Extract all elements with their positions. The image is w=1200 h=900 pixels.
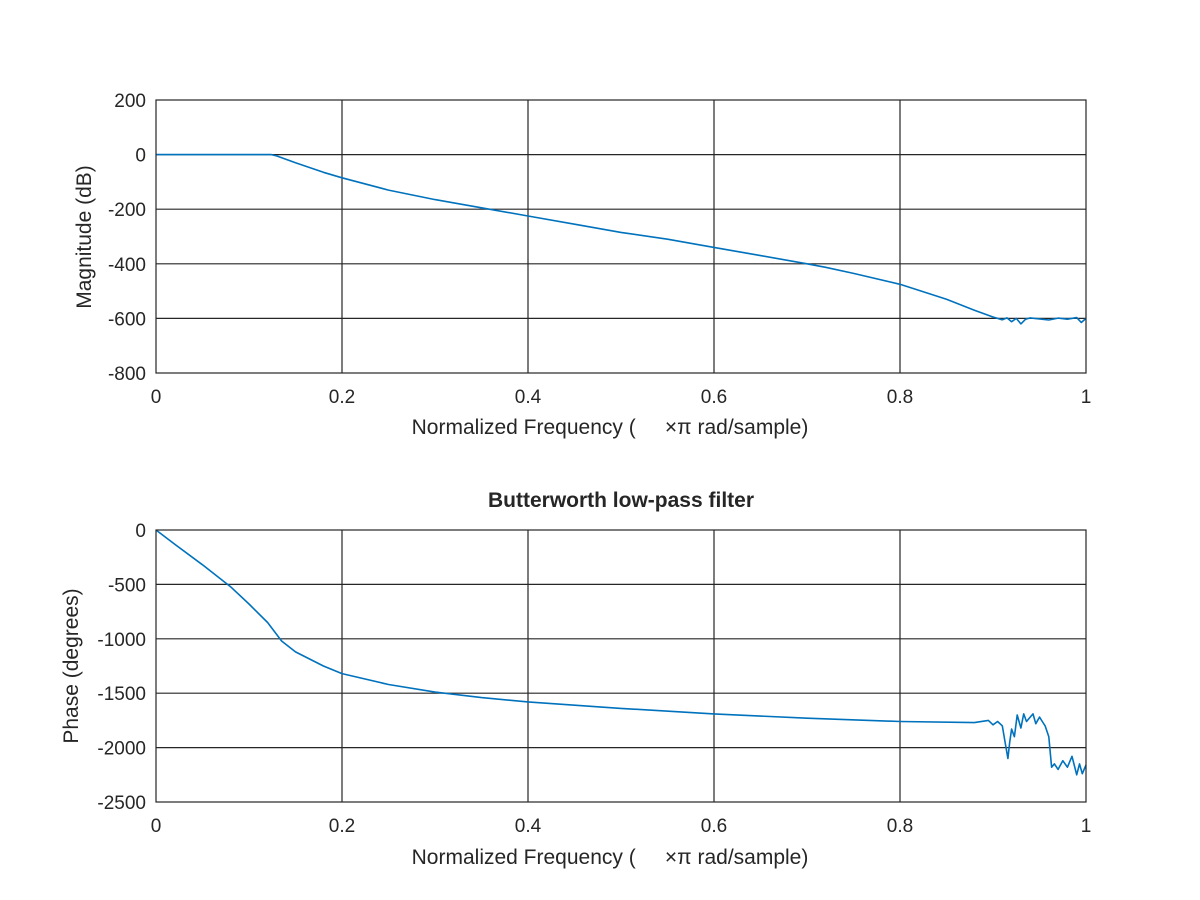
magnitude-y-tick-labels: -800 -600 -400 -200 0 200	[108, 91, 146, 385]
magnitude-y-tick-label: -600	[108, 309, 146, 330]
phase-series-line	[155, 529, 1087, 776]
magnitude-axes-frame	[155, 99, 1087, 374]
magnitude-y-tick-label: -400	[108, 255, 146, 276]
phase-x-tick-label: 1	[1081, 816, 1092, 837]
phase-plot-area	[156, 530, 1086, 802]
phase-y-tick-label: -2000	[97, 739, 146, 760]
phase-y-tick-labels: -2500 -2000 -1500 -1000 -500 0	[97, 521, 146, 814]
phase-x-tick-labels: 0 0.2 0.4 0.6 0.8 1	[151, 816, 1092, 837]
phase-grid	[156, 530, 1086, 802]
phase-y-axis-label: Phase (degrees)	[60, 588, 83, 743]
phase-y-tick-label: -1500	[97, 684, 146, 705]
phase-y-tick-label: 0	[135, 521, 146, 542]
magnitude-x-tick-label: 0.6	[701, 387, 727, 408]
magnitude-y-tick-label: 200	[114, 91, 146, 112]
phase-y-tick-label: -1000	[97, 630, 146, 651]
magnitude-x-tick-label: 0.2	[329, 387, 355, 408]
magnitude-x-tick-label: 0.4	[515, 387, 542, 408]
phase-axes: Butterworth low-pass filter 0 0.2 0.4 0.6 0.…	[60, 489, 1091, 869]
magnitude-x-tick-label: 0.8	[887, 387, 913, 408]
phase-x-tick-label: 0.4	[515, 816, 542, 837]
phase-y-tick-label: -500	[108, 575, 146, 596]
phase-x-tick-label: 0.6	[701, 816, 727, 837]
magnitude-x-axis-label: Normalized Frequency ( ×π rad/sample)	[412, 416, 809, 439]
phase-x-axis-label: Normalized Frequency ( ×π rad/sample)	[412, 846, 809, 869]
magnitude-x-tick-label: 1	[1081, 387, 1092, 408]
magnitude-x-tick-labels: 0 0.2 0.4 0.6 0.8 1	[151, 387, 1092, 408]
magnitude-y-tick-label: -800	[108, 364, 146, 385]
phase-x-tick-label: 0	[151, 816, 162, 837]
phase-chart-title: Butterworth low-pass filter	[488, 489, 754, 512]
magnitude-y-tick-label: 0	[135, 146, 146, 167]
phase-x-tick-label: 0.8	[887, 816, 913, 837]
magnitude-series-line	[156, 153, 1087, 325]
phase-x-tick-label: 0.2	[329, 816, 355, 837]
magnitude-y-tick-label: -200	[108, 200, 146, 221]
magnitude-x-tick-label: 0	[151, 387, 162, 408]
magnitude-grid	[156, 100, 1086, 373]
magnitude-plot-area	[156, 100, 1086, 373]
phase-axes-frame	[155, 529, 1087, 803]
magnitude-y-axis-label: Magnitude (dB)	[73, 165, 96, 309]
magnitude-axes: 0 0.2 0.4 0.6 0.8 1 -800 -600 -400 -200 0 200 Norm…	[73, 91, 1091, 439]
phase-y-tick-label: -2500	[97, 793, 146, 814]
